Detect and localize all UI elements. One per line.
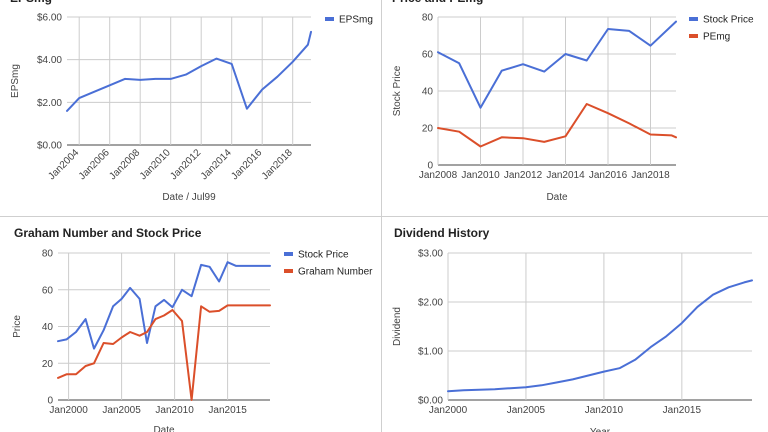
x-tick-label: Jan2015	[663, 405, 702, 416]
y-tick-label: 60	[42, 285, 54, 296]
chart-title: EPSmg	[10, 0, 52, 5]
x-tick-label: Jan2015	[208, 405, 247, 416]
epsmg-series-line	[66, 30, 312, 112]
x-tick-label: Jan2016	[229, 147, 264, 182]
y-tick-label: 20	[42, 359, 54, 370]
graham-number-series-line	[57, 304, 271, 401]
dividend-history-chart: Dividend History $0.00 $1.00 $2.00 $3.00 Jan2…	[392, 226, 753, 432]
chart-title: Dividend History	[394, 226, 490, 240]
y-tick-label: 40	[42, 322, 54, 333]
y-tick-label: $0.00	[418, 396, 443, 407]
legend-label: PEmg	[703, 32, 730, 43]
legend-label: Stock Price	[703, 15, 754, 26]
y-tick-label: 20	[422, 124, 434, 135]
x-tick-label: Jan2010	[461, 170, 500, 181]
chart-title: Graham Number and Stock Price	[14, 226, 202, 240]
y-tick-label: $6.00	[37, 13, 62, 24]
x-tick-label: Jan2012	[504, 170, 543, 181]
y-axis-label: Price	[12, 315, 23, 338]
x-tick-label: Jan2018	[631, 170, 670, 181]
x-tick-label: Jan2008	[107, 147, 142, 182]
y-tick-label: 0	[427, 161, 433, 172]
x-tick-label: Jan2005	[102, 405, 141, 416]
x-tick-label: Jan2006	[77, 147, 112, 182]
panel-divider-horizontal	[0, 216, 768, 217]
y-tick-label: $2.00	[37, 98, 62, 109]
x-tick-label: Jan2000	[429, 405, 468, 416]
x-tick-label: Jan2018	[260, 147, 295, 182]
y-tick-label: $4.00	[37, 55, 62, 66]
y-tick-label: 80	[422, 13, 434, 24]
x-tick-label: Jan2008	[419, 170, 458, 181]
y-tick-label: $3.00	[418, 249, 443, 260]
graham-price-chart: Graham Number and Stock Price 0 20 40 60 80 Ja…	[12, 226, 373, 432]
y-tick-label: 0	[47, 396, 53, 407]
y-axis-label: Dividend	[392, 307, 403, 346]
x-tick-label: Jan2010	[138, 147, 173, 182]
x-tick-label: Jan2012	[168, 147, 203, 182]
x-tick-label: Jan2005	[507, 405, 546, 416]
x-tick-label: Jan2014	[546, 170, 585, 181]
chart-title: Price and PEmg	[392, 0, 483, 5]
pemg-series-line	[437, 103, 677, 148]
y-tick-label: $2.00	[418, 298, 443, 309]
x-axis-label: Date / Jul99	[162, 192, 216, 203]
legend-label: Stock Price	[298, 250, 349, 261]
x-tick-label: Jan2016	[589, 170, 628, 181]
y-tick-label: 80	[42, 249, 54, 260]
legend-label: Graham Number	[298, 267, 373, 278]
x-tick-label: Jan2010	[585, 405, 624, 416]
x-axis-label: Year	[590, 427, 611, 432]
x-axis-label: Date	[153, 425, 175, 432]
y-tick-label: $1.00	[418, 347, 443, 358]
x-tick-label: Jan2014	[199, 147, 234, 182]
x-tick-label: Jan2000	[49, 405, 88, 416]
y-tick-label: 40	[422, 87, 434, 98]
stock-price-series-line	[57, 261, 271, 350]
legend-label: EPSmg	[339, 15, 373, 26]
x-tick-label: Jan2010	[155, 405, 194, 416]
y-axis-label: EPSmg	[10, 64, 21, 98]
x-tick-label: Jan2004	[46, 147, 81, 182]
y-tick-label: $0.00	[37, 141, 62, 152]
eps-chart: EPSmg$0.00$2.00$4.00$6.00Jan2004Jan2006J…	[10, 0, 373, 203]
y-tick-label: 60	[422, 50, 434, 61]
stock-price-series-line	[437, 20, 677, 109]
x-axis-label: Date	[546, 192, 568, 203]
series-series-line	[447, 279, 753, 393]
y-axis-label: Stock Price	[392, 65, 403, 116]
